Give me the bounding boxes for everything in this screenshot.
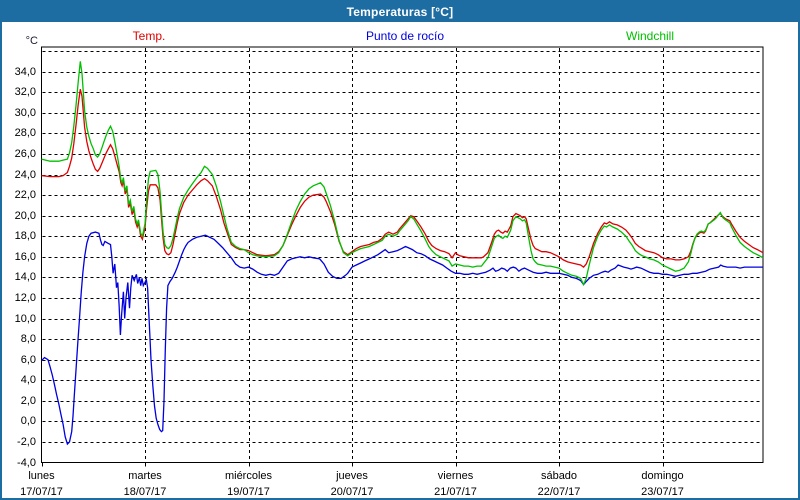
window-title: Temperaturas [°C]	[346, 5, 454, 19]
x-axis-date-label: 21/07/17	[434, 486, 477, 498]
y-axis-label: 20,0	[14, 209, 36, 222]
y-axis-label: -2,0	[17, 435, 36, 448]
series-line-punto-de-roc-o	[41, 231, 763, 446]
y-axis-label: 6,0	[20, 353, 36, 366]
legend-windchill-label: Windchill	[625, 29, 675, 43]
x-axis-date-label: 20/07/17	[330, 486, 374, 498]
y-axis-label: 0,0	[20, 415, 36, 428]
x-axis-date-label: 19/07/17	[227, 486, 270, 498]
y-axis-label: 8,0	[20, 333, 36, 346]
y-axis-label: 22,0	[14, 189, 36, 202]
x-axis-date-label: 23/07/17	[641, 486, 684, 498]
y-axis-label: 26,0	[14, 147, 36, 160]
y-axis-label: 24,0	[14, 168, 36, 181]
x-axis-day-label: miércoles	[224, 470, 273, 482]
series-line-temp-	[41, 89, 764, 268]
x-axis-day-label: domingo	[641, 470, 684, 482]
x-axis-date-label: 18/07/17	[123, 486, 167, 498]
x-axis-date-label: 17/07/17	[20, 486, 63, 498]
x-axis-day-label: lunes	[28, 470, 55, 482]
y-axis-label: 18,0	[14, 230, 36, 243]
y-axis-label: 34,0	[14, 65, 36, 78]
y-axis-label: 32,0	[14, 86, 36, 99]
plot-frame	[41, 46, 764, 463]
y-axis-label: 12,0	[14, 291, 36, 304]
y-axis-label: 14,0	[14, 271, 36, 284]
x-axis-day-label: martes	[128, 470, 162, 482]
legend-dewpoint-label: Punto de rocío	[365, 29, 445, 43]
y-axis-label: -4,0	[17, 456, 36, 469]
y-axis-unit-label: °C	[25, 35, 38, 47]
series-line-windchill	[41, 61, 764, 287]
y-axis-label: 28,0	[14, 127, 36, 140]
y-axis-label: 4,0	[20, 374, 36, 387]
y-axis-label: 16,0	[14, 250, 36, 263]
legend-temp-label: Temp.	[132, 29, 166, 43]
x-axis-day-label: jueves	[336, 470, 368, 482]
x-axis-day-label: viernes	[437, 470, 474, 482]
x-axis-day-label: sábado	[540, 470, 578, 482]
y-axis-label: 2,0	[20, 394, 36, 407]
window-titlebar[interactable]: Temperaturas [°C]	[2, 2, 798, 22]
x-axis-date-label: 22/07/17	[537, 486, 581, 498]
y-axis-label: 10,0	[14, 312, 36, 325]
y-axis-label: 30,0	[14, 106, 36, 119]
